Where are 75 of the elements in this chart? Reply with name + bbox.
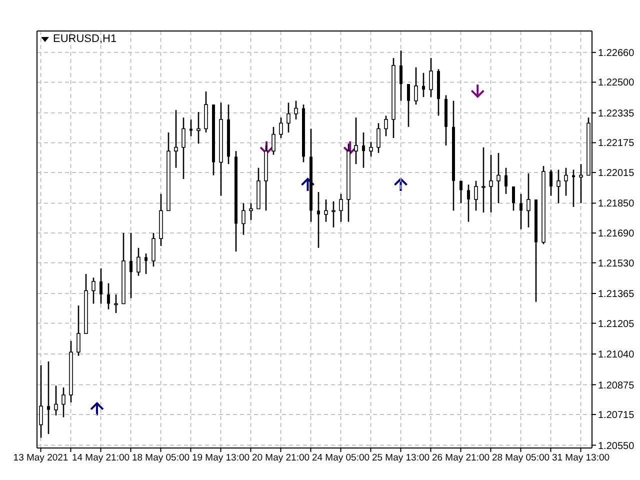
candlestick <box>62 386 66 418</box>
candlestick <box>422 72 425 98</box>
candlestick <box>407 83 410 128</box>
candlestick <box>114 294 118 314</box>
candlestick <box>182 116 186 180</box>
candlestick <box>130 232 132 299</box>
candlestick <box>354 116 358 165</box>
candlestick <box>92 277 96 304</box>
candlestick <box>400 50 402 102</box>
candlestick <box>317 191 320 249</box>
candlestick <box>496 152 500 204</box>
x-tick-label: 25 May 13:00 <box>372 452 430 464</box>
y-tick-label: 1.20715 <box>598 410 635 422</box>
candlestick <box>520 193 522 230</box>
y-tick-label: 1.22660 <box>598 48 635 59</box>
chart-title: EURUSD,H1 <box>53 33 117 45</box>
candlestick <box>384 115 388 137</box>
candlestick <box>376 122 380 154</box>
x-tick-label: 14 May 21:00 <box>72 452 130 464</box>
y-tick-label: 1.20875 <box>598 380 635 392</box>
candlestick <box>489 154 493 214</box>
y-tick-label: 1.21040 <box>598 350 635 361</box>
x-tick-label: 28 May 05:00 <box>492 452 550 464</box>
candlestick <box>190 118 192 137</box>
candlestick <box>362 132 365 168</box>
candlestick <box>474 180 478 212</box>
x-tick-label: 19 May 13:00 <box>192 452 250 464</box>
candlestick <box>196 111 200 144</box>
candlestick <box>100 268 102 304</box>
candlestick <box>482 146 486 214</box>
y-tick-label: 1.21690 <box>598 228 635 240</box>
candlestick <box>564 167 568 196</box>
y-tick-label: 1.22015 <box>598 168 635 180</box>
candlestick <box>174 109 178 168</box>
candlestick <box>467 184 470 222</box>
y-tick-label: 1.21530 <box>598 258 635 270</box>
candlestick <box>504 167 508 195</box>
candlestick <box>286 102 290 134</box>
x-tick-label: 18 May 05:00 <box>132 452 190 464</box>
y-tick-label: 1.21850 <box>598 198 635 210</box>
candlestick <box>242 202 246 236</box>
candlestick <box>144 252 148 275</box>
x-tick-label: 31 May 13:00 <box>552 452 610 464</box>
y-tick-label: 1.21365 <box>598 289 635 300</box>
y-tick-label: 1.21205 <box>598 318 635 330</box>
y-tick-label: 1.22500 <box>598 78 635 89</box>
candlestick <box>339 193 343 222</box>
candlestick <box>249 202 253 221</box>
candlestick <box>579 163 583 204</box>
candlestick <box>512 186 515 212</box>
candlestick <box>136 247 140 276</box>
candlestick <box>332 200 336 228</box>
candlestick <box>429 57 433 98</box>
y-tick-label: 1.22335 <box>598 108 635 120</box>
x-tick-label: 24 May 05:00 <box>312 452 370 464</box>
candlestick <box>152 232 156 268</box>
candlestick <box>414 66 418 106</box>
candlestick <box>272 126 276 156</box>
x-tick-label: 26 May 21:00 <box>432 452 490 464</box>
candlestick <box>369 141 373 158</box>
candlestick <box>76 304 80 356</box>
y-tick-label: 1.20550 <box>598 440 635 452</box>
candlestick <box>324 198 328 222</box>
x-tick-label: 13 May 2021 <box>13 452 68 464</box>
candlestick <box>279 116 283 139</box>
x-tick-label: 20 May 21:00 <box>252 452 310 464</box>
candlestick <box>460 180 462 204</box>
candlestick <box>294 100 298 120</box>
candlestick <box>556 169 560 204</box>
candlestick <box>107 282 110 310</box>
candlestick <box>526 172 530 228</box>
y-tick-label: 1.22175 <box>598 138 635 150</box>
candlestick <box>54 384 58 416</box>
candlestick <box>47 360 50 435</box>
candlestick <box>550 169 552 196</box>
